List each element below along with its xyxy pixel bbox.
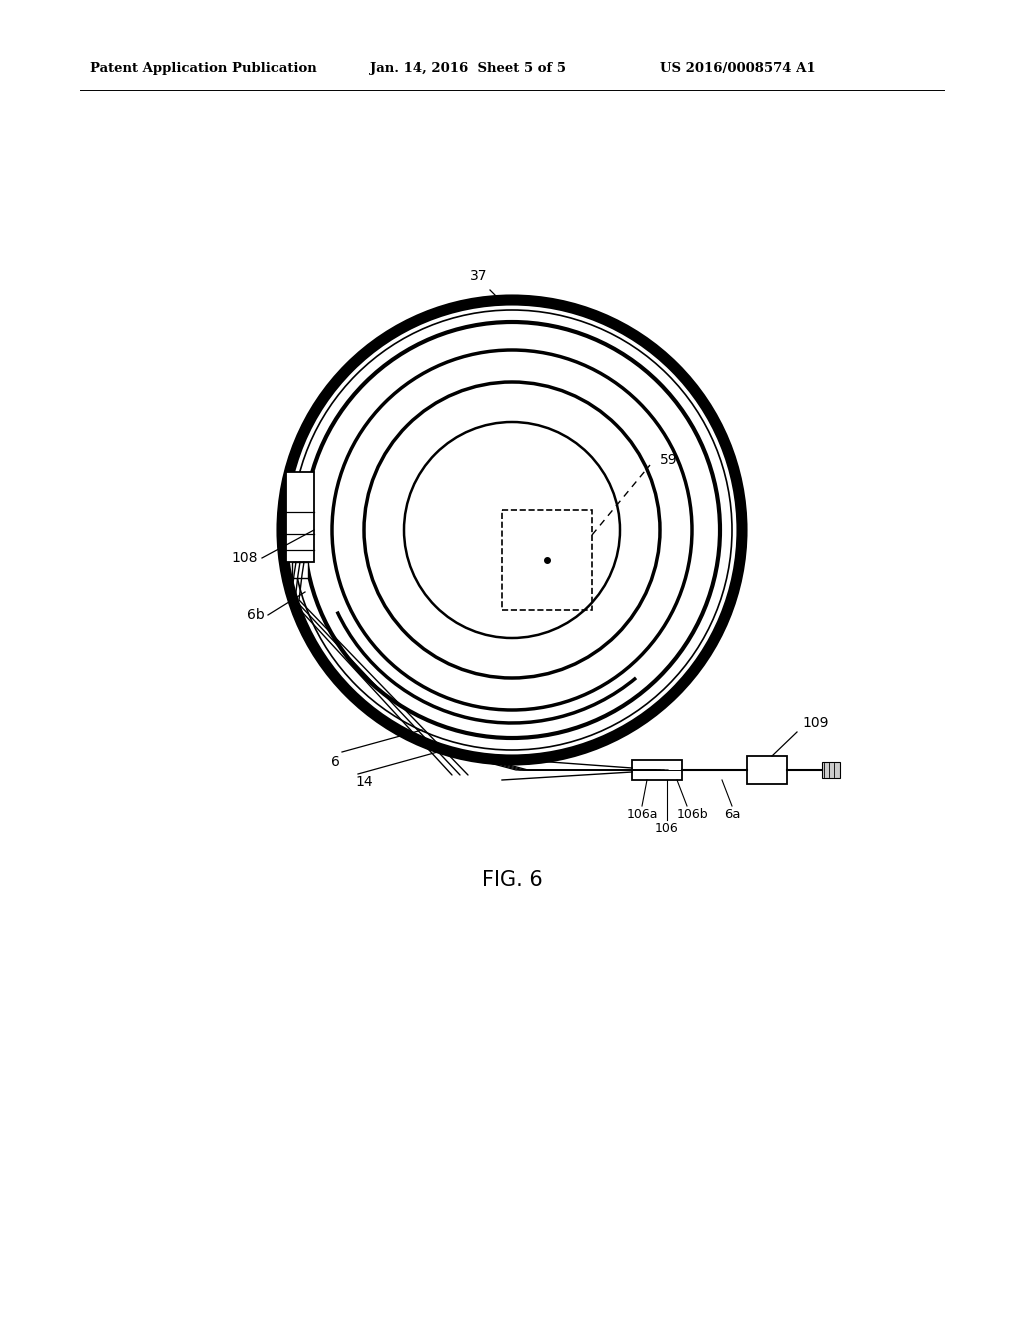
Text: Jan. 14, 2016  Sheet 5 of 5: Jan. 14, 2016 Sheet 5 of 5 [370,62,566,75]
Text: 109: 109 [802,715,828,730]
Text: 6b: 6b [247,609,265,622]
Bar [286,473,314,562]
Bar [292,562,308,578]
Text: 14: 14 [355,775,373,789]
Text: 106a: 106a [627,808,657,821]
Bar [632,760,682,780]
Text: 6: 6 [331,755,340,770]
Text: US 2016/0008574 A1: US 2016/0008574 A1 [660,62,816,75]
Text: FIG. 6: FIG. 6 [481,870,543,890]
Text: 37: 37 [470,269,487,282]
Text: Patent Application Publication: Patent Application Publication [90,62,316,75]
Bar [502,510,592,610]
Text: 106: 106 [655,822,679,836]
Bar [746,756,787,784]
Bar [822,762,840,777]
Text: 6a: 6a [724,808,740,821]
Text: 59: 59 [660,453,678,467]
Text: 106b: 106b [676,808,708,821]
Text: 108: 108 [231,550,258,565]
